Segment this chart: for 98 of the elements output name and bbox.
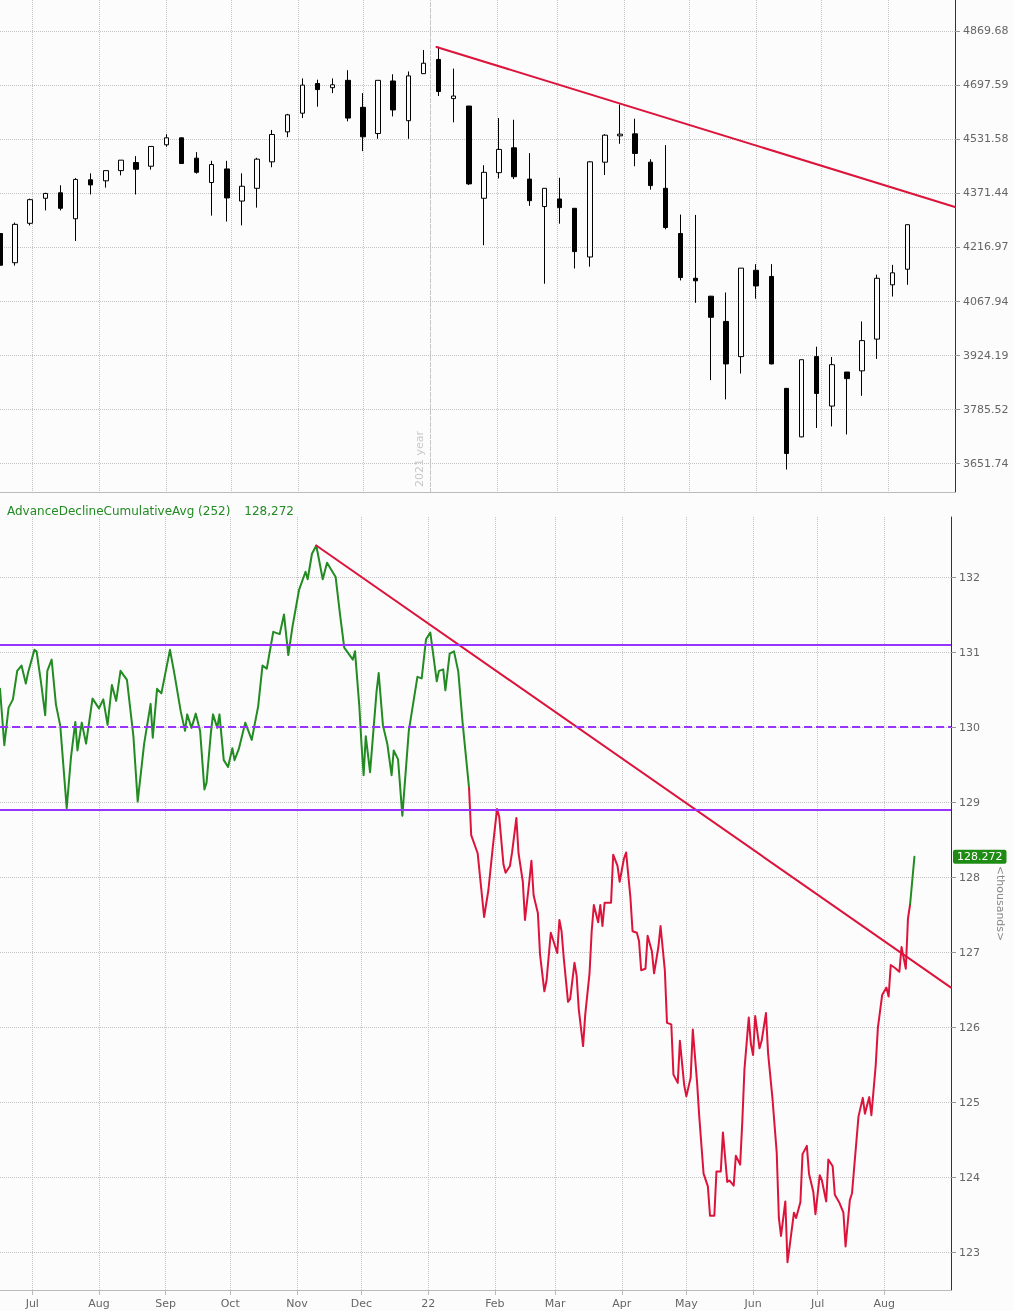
candlestick (224, 160, 230, 223)
candlestick (118, 159, 124, 176)
y-tick-label: 4869.68 (963, 24, 1009, 38)
candlestick (617, 103, 623, 145)
chart-title: AdvanceDeclineCumulativeAvg (252) (7, 504, 231, 518)
candlestick (769, 263, 774, 365)
candlestick (587, 160, 593, 268)
candlestick (542, 187, 547, 285)
candlestick (239, 172, 245, 226)
candlestick (300, 77, 305, 119)
candlestick (753, 263, 759, 300)
candlestick (527, 152, 532, 207)
candlestick (390, 73, 396, 117)
candlestick (330, 77, 335, 94)
x-tick-label: Nov (286, 1297, 309, 1310)
candlestick (723, 292, 729, 400)
text: 128.272 (957, 850, 1003, 864)
candlestick (511, 119, 517, 180)
y-tick-label: 4067.94 (963, 294, 1009, 308)
candlestick (678, 214, 683, 281)
candlestick (466, 105, 472, 186)
candlestick (436, 46, 441, 97)
candlestick (648, 158, 653, 191)
candlestick (572, 207, 577, 269)
candlestick (375, 79, 381, 140)
candlestick (73, 177, 78, 242)
y-tick-label: 123 (959, 1245, 980, 1259)
y-tick-label: 130 (959, 720, 980, 734)
candlestick (103, 170, 109, 189)
y-tick-label: 127 (959, 945, 980, 959)
candlestick (632, 118, 638, 167)
candlestick (890, 264, 895, 298)
candlestick (315, 79, 320, 108)
candlestick (133, 155, 139, 195)
candlestick (799, 359, 804, 438)
x-tick-label: Mar (544, 1297, 566, 1310)
candlestick (285, 113, 290, 138)
y-tick-label: 131 (959, 645, 980, 659)
candlestick (360, 92, 366, 152)
candlestick (406, 70, 411, 140)
candlestick (345, 69, 351, 122)
y-tick-label: 129 (959, 795, 980, 809)
candlestick (496, 117, 502, 179)
y-tick-label: 132 (959, 570, 980, 584)
candlestick (829, 356, 835, 427)
y-tick-label: 126 (959, 1020, 980, 1034)
y-tick-label: 4216.97 (963, 240, 1009, 254)
candlestick (254, 157, 260, 209)
candlestick (58, 184, 63, 211)
x-tick-label: Oct (220, 1297, 241, 1310)
x-tick-label: Jul (809, 1297, 825, 1310)
candlestick (451, 68, 456, 123)
candlestick (269, 129, 275, 168)
candlestick (602, 133, 608, 176)
y-tick-label: 125 (959, 1095, 980, 1109)
candlestick (663, 144, 668, 230)
y-tick-label: 4697.59 (963, 78, 1009, 92)
line-series (0, 544, 471, 817)
x-tick-label: Jul (24, 1297, 39, 1310)
candlestick (148, 145, 154, 171)
candlestick (814, 346, 819, 429)
candlestick (844, 371, 850, 435)
x-tick-label: Aug (873, 1297, 896, 1310)
candlestick (194, 151, 199, 175)
candlestick (421, 49, 426, 75)
candlestick (784, 387, 789, 471)
y-axis-title: <thousands> (994, 865, 1007, 942)
candlestick (27, 198, 33, 226)
candlestick (164, 133, 169, 148)
candlestick (43, 192, 48, 211)
candlestick (738, 267, 744, 375)
chart-subtitle: 128,272 (244, 504, 294, 518)
candlestick (905, 223, 910, 286)
x-tick-label: Aug (88, 1297, 110, 1310)
candlestick (557, 177, 562, 225)
x-tick-label: Feb (485, 1297, 505, 1310)
candlestick (88, 172, 93, 195)
y-tick-label: 3924.19 (963, 348, 1009, 362)
y-tick-label: 3785.52 (963, 402, 1009, 416)
x-tick-label: Jun (743, 1297, 762, 1310)
y-tick-label: 3651.74 (963, 456, 1009, 470)
x-tick-label: 22 (421, 1297, 436, 1310)
candlestick (874, 274, 880, 360)
x-tick-label: Sep (155, 1297, 177, 1310)
x-tick-label: May (674, 1297, 699, 1310)
y-tick-label: 128 (959, 870, 980, 884)
candlestick (209, 160, 214, 217)
y-tick-label: 124 (959, 1170, 980, 1184)
candlestick (708, 295, 714, 381)
candlestick (481, 164, 487, 246)
x-tick-label: Apr (612, 1297, 632, 1310)
candlestick (12, 222, 18, 267)
candlestick (693, 214, 698, 304)
y-tick-label: 4371.44 (963, 186, 1009, 200)
x-tick-label: Dec (350, 1297, 373, 1310)
candlestick (179, 136, 184, 165)
candlestick (859, 320, 865, 397)
y-tick-label: 4531.58 (963, 132, 1009, 146)
